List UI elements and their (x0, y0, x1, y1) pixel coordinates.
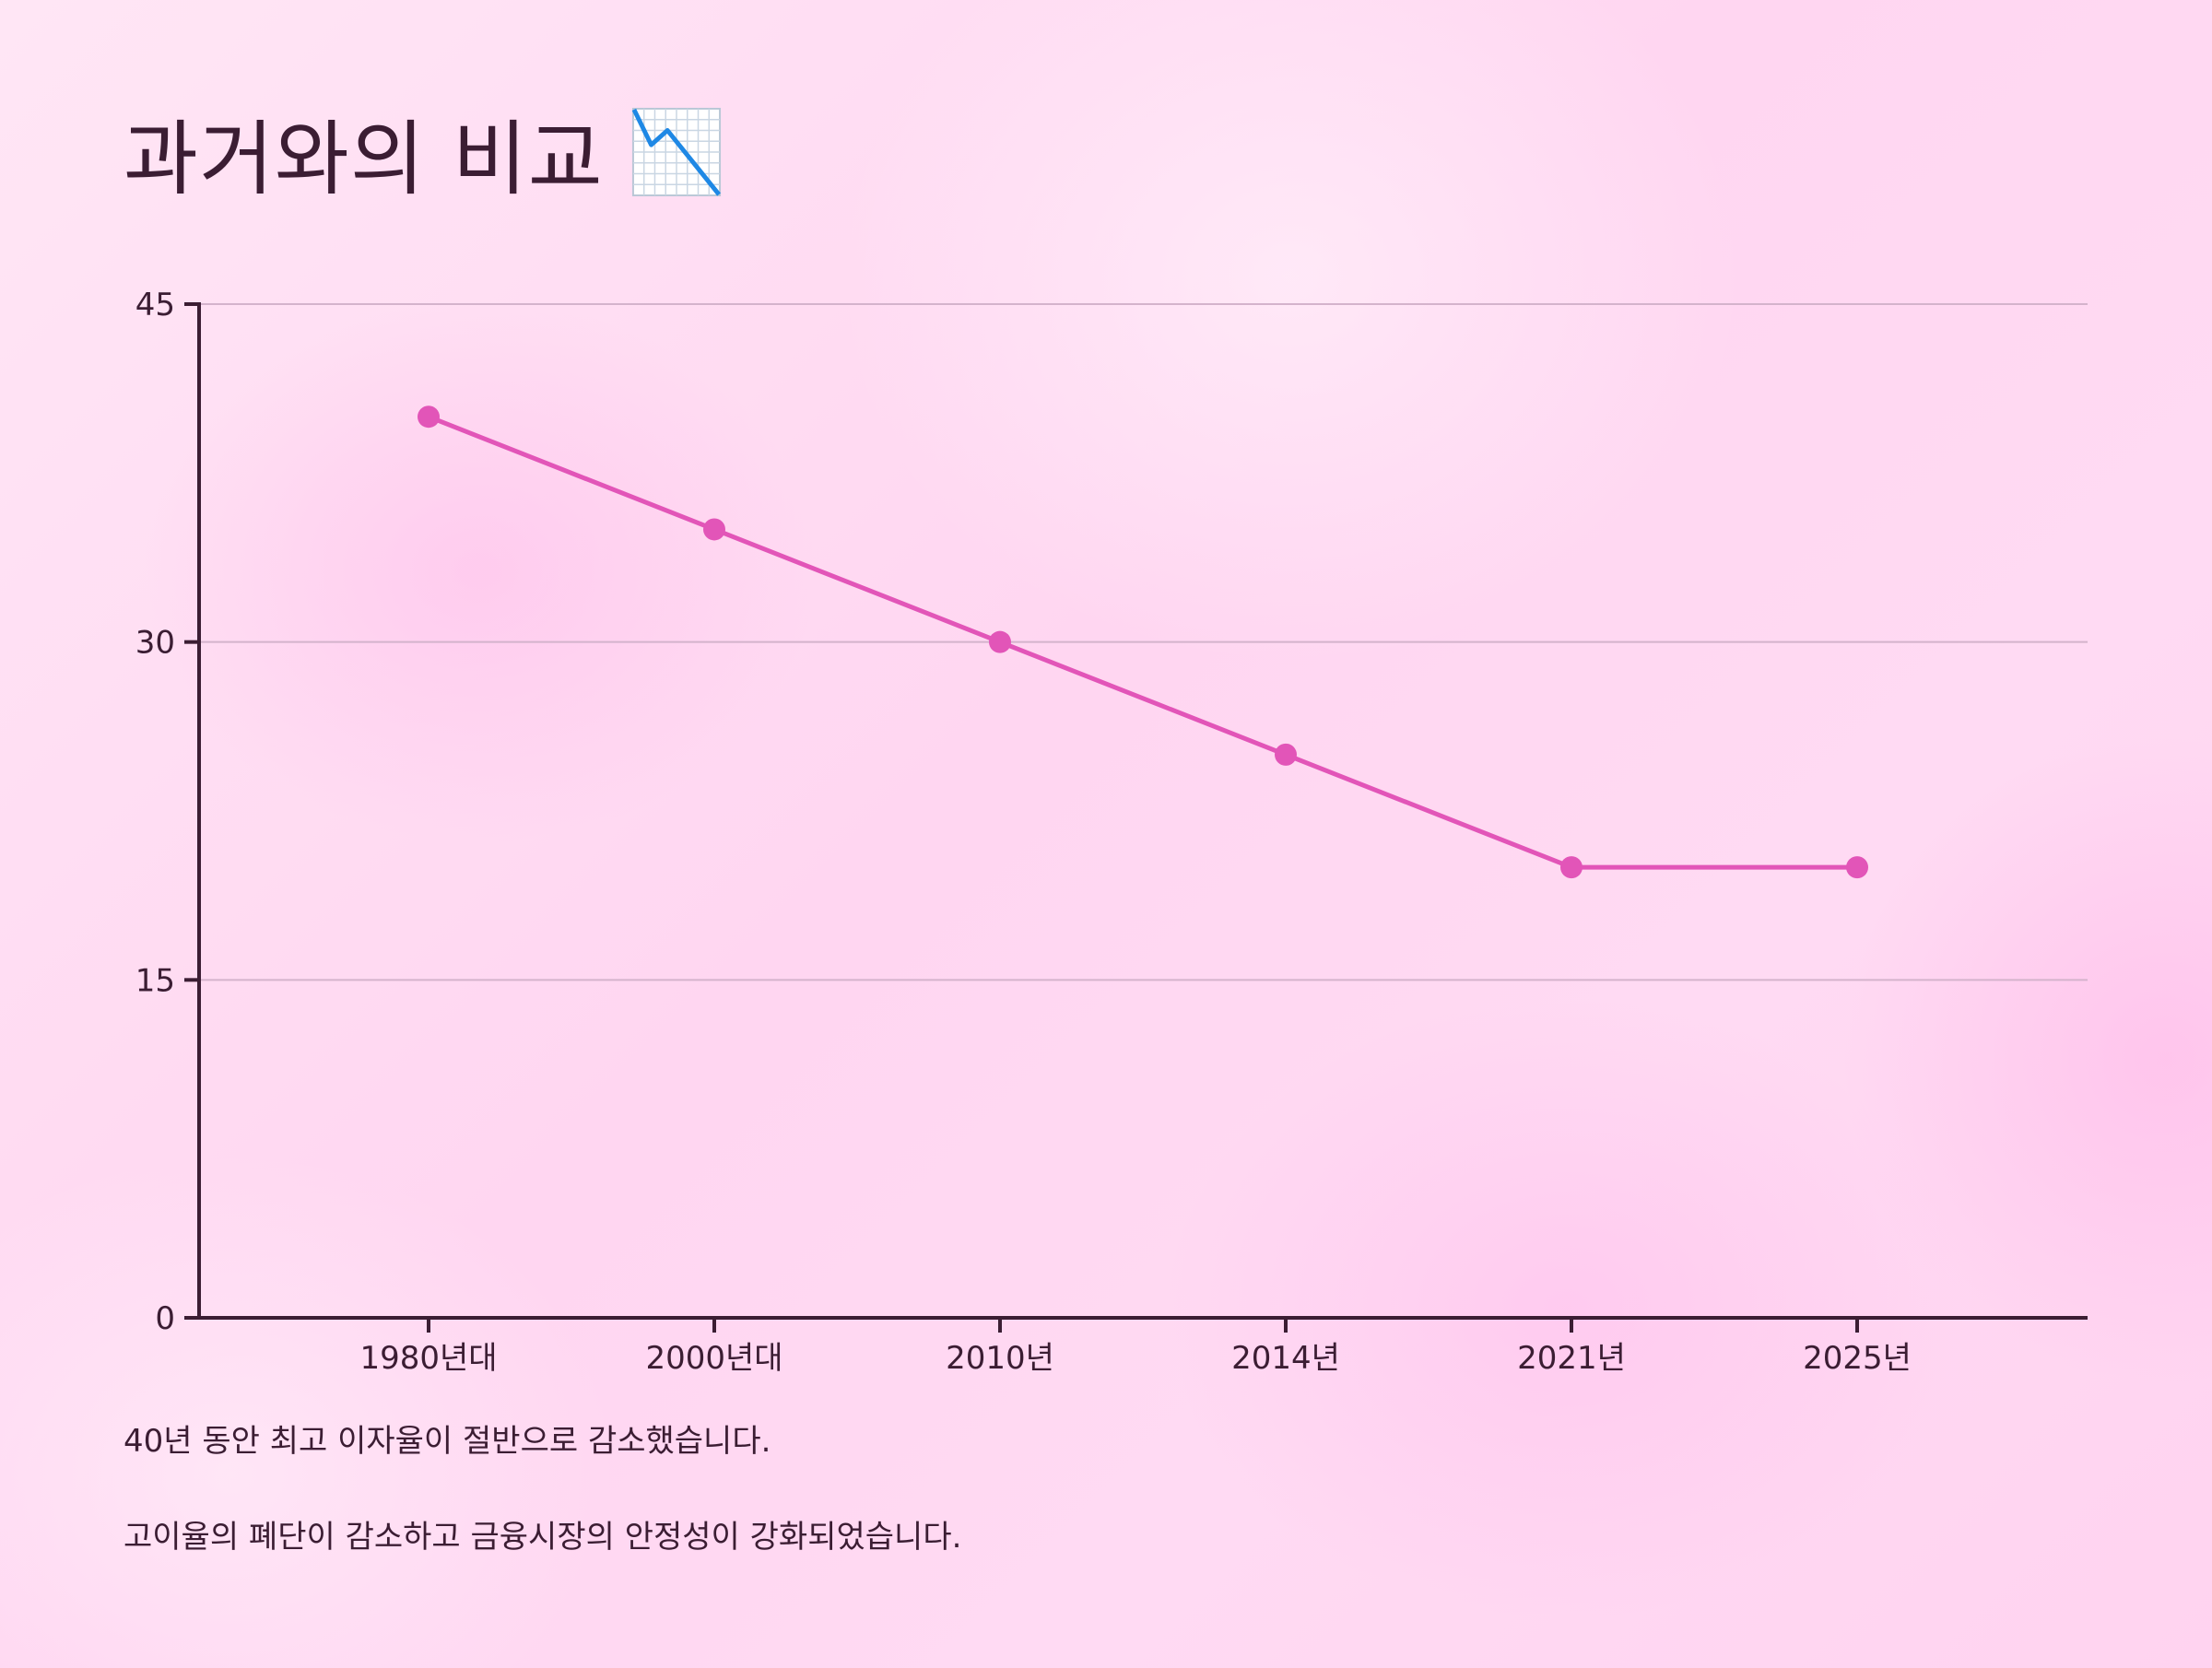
data-point (1560, 856, 1583, 879)
y-tick-label: 30 (135, 625, 175, 662)
x-tick-label: 2021년 (1517, 1340, 1626, 1377)
data-point (1846, 856, 1868, 879)
chart-decreasing-icon (631, 107, 721, 197)
x-tick-label: 1980년대 (359, 1340, 497, 1377)
x-tick-label: 2000년대 (645, 1340, 782, 1377)
data-point (989, 630, 1011, 653)
x-tick-label: 2010년 (946, 1340, 1054, 1377)
data-point (703, 518, 725, 541)
note-1: 40년 동안 최고 이자율이 절반으로 감소했습니다. (124, 1423, 771, 1460)
title-text: 과거와의 비교 (124, 111, 604, 206)
y-tick-label: 45 (135, 287, 175, 323)
y-tick-label: 0 (155, 1300, 175, 1337)
series-line (428, 414, 1857, 870)
notes: 40년 동안 최고 이자율이 절반으로 감소했습니다. 고이율의 폐단이 감소하… (124, 1419, 961, 1611)
data-point (418, 405, 440, 429)
x-tick-label: 2014년 (1231, 1340, 1340, 1377)
x-tick-label: 2025년 (1803, 1340, 1912, 1377)
y-tick-label: 15 (135, 962, 175, 999)
page-title: 과거와의 비교 (124, 92, 722, 212)
note-2: 고이율의 폐단이 감소하고 금융시장의 안정성이 강화되었습니다. (124, 1519, 962, 1556)
data-point (1275, 743, 1297, 766)
line-chart: 0 15 30 45 1980년대 2000년대 2010년 2014년 2021년 2025년 (135, 287, 2088, 1377)
